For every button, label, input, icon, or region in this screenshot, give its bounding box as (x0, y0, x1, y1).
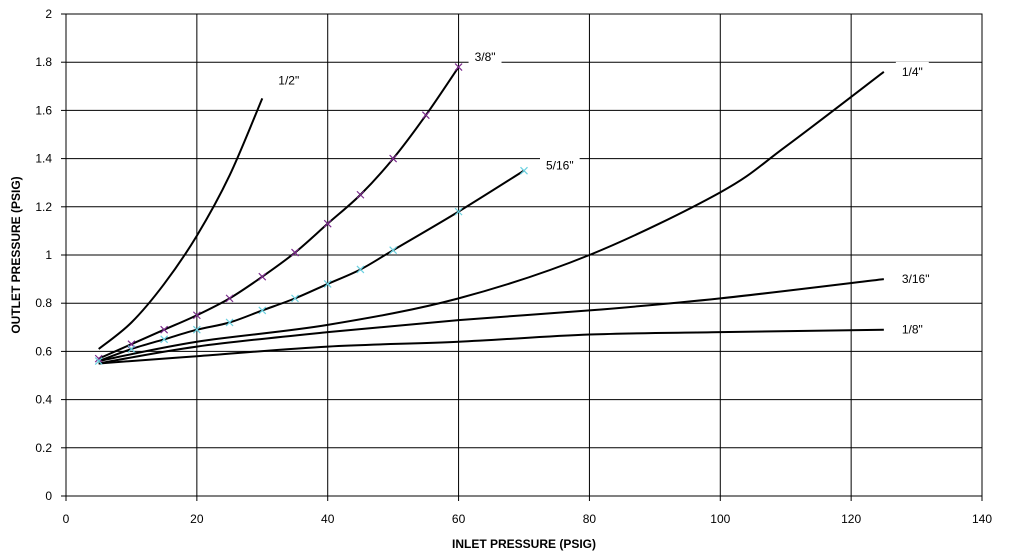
x-tick-label: 0 (63, 512, 70, 526)
x-tick-label: 60 (452, 512, 466, 526)
data-point-marker (225, 318, 234, 327)
y-tick-label: 1.6 (35, 103, 52, 117)
data-point-marker (160, 335, 169, 344)
y-tick-label: 0 (45, 489, 52, 503)
x-tick-label: 100 (710, 512, 730, 526)
x-tick-label: 20 (190, 512, 204, 526)
x-tick-labels: 0 20 40 60 80 100 120 140 (63, 512, 993, 526)
series-label-background (468, 47, 502, 68)
series-label: 1/8" (902, 323, 923, 337)
x-tick-label: 120 (841, 512, 861, 526)
y-axis-title: OUTLET PRESSURE (PSIG) (9, 176, 23, 333)
data-point-marker (323, 279, 332, 288)
grid (61, 13, 983, 501)
series-line (98, 278, 884, 365)
data-point-marker (421, 111, 430, 120)
data-point-marker (94, 357, 103, 365)
series-line (98, 169, 525, 362)
y-tick-label: 1 (45, 248, 52, 262)
data-point-marker (356, 190, 365, 199)
x-tick-label: 80 (583, 512, 597, 526)
series-label: 3/8" (475, 50, 496, 64)
y-tick-label: 0.4 (35, 393, 52, 407)
data-point-marker (291, 294, 299, 303)
series-label-background (895, 61, 929, 82)
series-markers (94, 63, 528, 365)
series-label: 1/2" (278, 73, 299, 87)
y-tick-label: 0.6 (35, 344, 52, 358)
x-tick-label: 40 (321, 512, 335, 526)
data-point-marker (389, 154, 398, 163)
data-point-marker (356, 265, 365, 274)
data-point-marker (258, 272, 267, 281)
y-tick-label: 1.4 (35, 152, 52, 166)
data-point-marker (160, 325, 169, 334)
series-line (98, 97, 264, 350)
x-tick-label: 140 (972, 512, 992, 526)
data-point-marker (323, 219, 332, 228)
data-point-marker (258, 306, 267, 315)
data-point-marker (454, 207, 463, 216)
x-axis-title: INLET PRESSURE (PSIG) (452, 537, 596, 551)
data-point-marker (192, 325, 201, 334)
data-point-marker (127, 345, 136, 353)
y-tick-label: 2 (45, 7, 52, 21)
series-label: 1/4" (902, 65, 923, 79)
data-point-marker (94, 354, 103, 363)
series-label: 3/16" (902, 272, 930, 286)
series-label: 5/16" (546, 159, 574, 173)
data-point-marker (454, 63, 463, 71)
y-tick-label: 0.8 (35, 296, 52, 310)
series-line (98, 328, 884, 365)
series-line (98, 71, 885, 363)
y-tick-labels: 0 0.2 0.4 0.6 0.8 1 1.2 1.4 1.6 1.8 2 (35, 7, 52, 503)
y-tick-label: 0.2 (35, 441, 52, 455)
y-tick-label: 1.8 (35, 55, 52, 69)
data-point-marker (225, 294, 234, 303)
data-point-marker (192, 311, 201, 320)
plot-area (65, 13, 983, 497)
series-label-background (540, 155, 580, 176)
series-curves (98, 66, 885, 365)
data-point-marker (520, 166, 528, 175)
data-point-marker (291, 248, 299, 257)
y-tick-label: 1.2 (35, 200, 52, 214)
series-labels: 1/2" 3/8" 5/16" 1/4" 3/16" 1/8" (278, 47, 929, 337)
data-point-marker (389, 246, 398, 255)
